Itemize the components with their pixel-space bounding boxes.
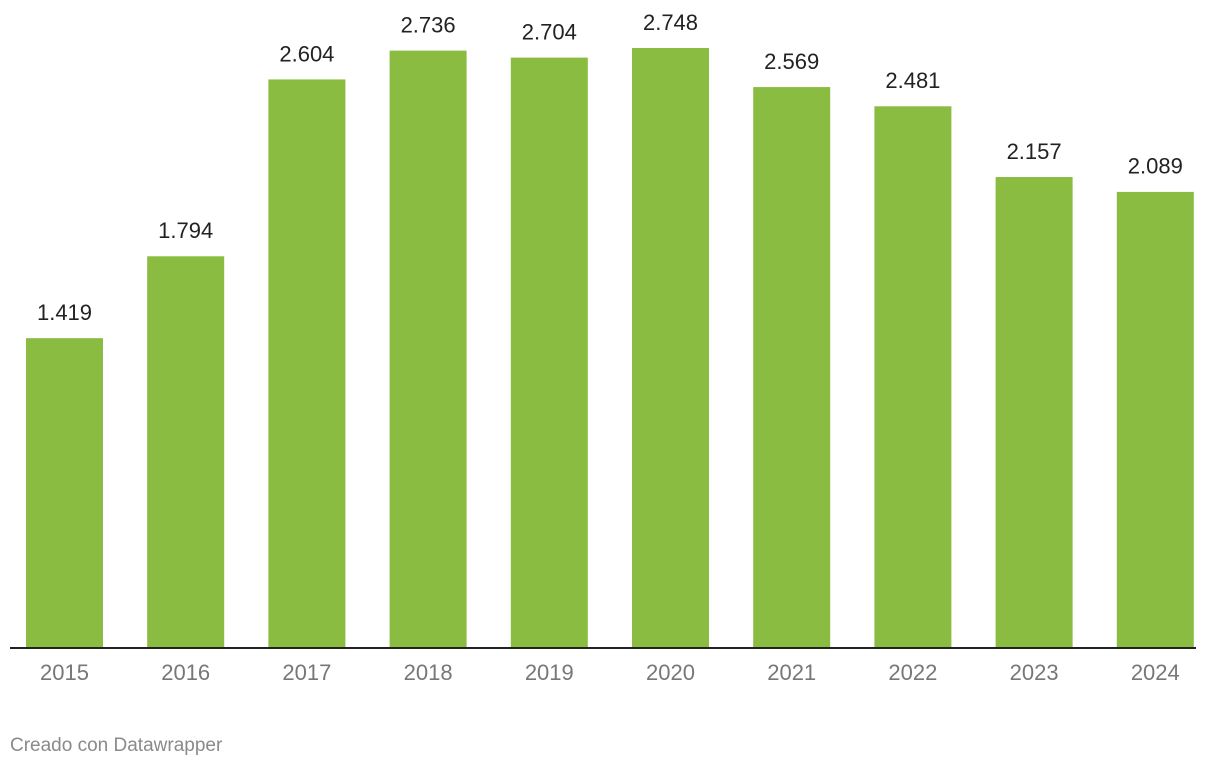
footer: Creado con Datawrapper [10,735,223,756]
x-tick-label: 2022 [888,660,937,685]
bar [268,79,346,649]
value-label: 2.604 [279,41,334,66]
bar [874,106,952,649]
bar [389,50,467,648]
bar [510,57,588,648]
bar [995,177,1073,648]
x-tick-label: 2016 [161,660,210,685]
x-tick-label: 2020 [646,660,695,685]
x-tick-label: 2023 [1010,660,1059,685]
value-label: 2.089 [1128,154,1183,179]
value-label: 2.481 [885,68,940,93]
value-label: 2.748 [643,10,698,35]
value-label: 2.569 [764,49,819,74]
bar [632,48,709,648]
bar [1116,191,1194,648]
x-tick-label: 2021 [767,660,816,685]
x-tick-label: 2015 [40,660,89,685]
x-tick-label: 2024 [1131,660,1180,685]
x-tick-label: 2018 [404,660,453,685]
value-label: 2.704 [522,19,577,44]
value-label: 2.736 [401,12,456,37]
x-tick-label: 2017 [282,660,331,685]
bar [26,338,103,648]
value-label: 1.419 [37,300,92,325]
bar [753,87,831,649]
bar [147,256,225,648]
value-label: 1.794 [158,218,213,243]
value-label: 2.157 [1007,139,1062,164]
x-tick-label: 2019 [525,660,574,685]
